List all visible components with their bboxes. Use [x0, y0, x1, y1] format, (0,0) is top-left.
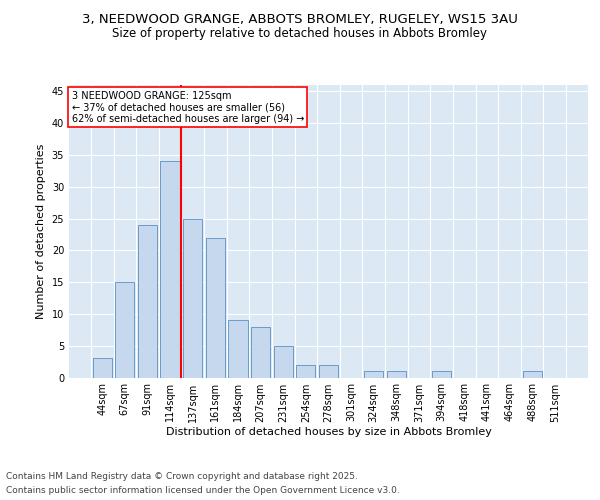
- Bar: [364, 371, 383, 378]
- Bar: [92, 358, 112, 378]
- Bar: [432, 371, 451, 378]
- Bar: [319, 365, 338, 378]
- Text: Size of property relative to detached houses in Abbots Bromley: Size of property relative to detached ho…: [113, 28, 487, 40]
- X-axis label: Distribution of detached houses by size in Abbots Bromley: Distribution of detached houses by size …: [166, 428, 491, 438]
- Bar: [160, 162, 180, 378]
- Y-axis label: Number of detached properties: Number of detached properties: [36, 144, 46, 319]
- Bar: [183, 218, 202, 378]
- Bar: [206, 238, 225, 378]
- Bar: [251, 326, 270, 378]
- Bar: [115, 282, 134, 378]
- Text: Contains HM Land Registry data © Crown copyright and database right 2025.: Contains HM Land Registry data © Crown c…: [6, 472, 358, 481]
- Bar: [296, 365, 316, 378]
- Bar: [229, 320, 248, 378]
- Bar: [138, 225, 157, 378]
- Bar: [523, 371, 542, 378]
- Text: 3, NEEDWOOD GRANGE, ABBOTS BROMLEY, RUGELEY, WS15 3AU: 3, NEEDWOOD GRANGE, ABBOTS BROMLEY, RUGE…: [82, 12, 518, 26]
- Bar: [387, 371, 406, 378]
- Text: 3 NEEDWOOD GRANGE: 125sqm
← 37% of detached houses are smaller (56)
62% of semi-: 3 NEEDWOOD GRANGE: 125sqm ← 37% of detac…: [71, 91, 304, 124]
- Text: Contains public sector information licensed under the Open Government Licence v3: Contains public sector information licen…: [6, 486, 400, 495]
- Bar: [274, 346, 293, 378]
